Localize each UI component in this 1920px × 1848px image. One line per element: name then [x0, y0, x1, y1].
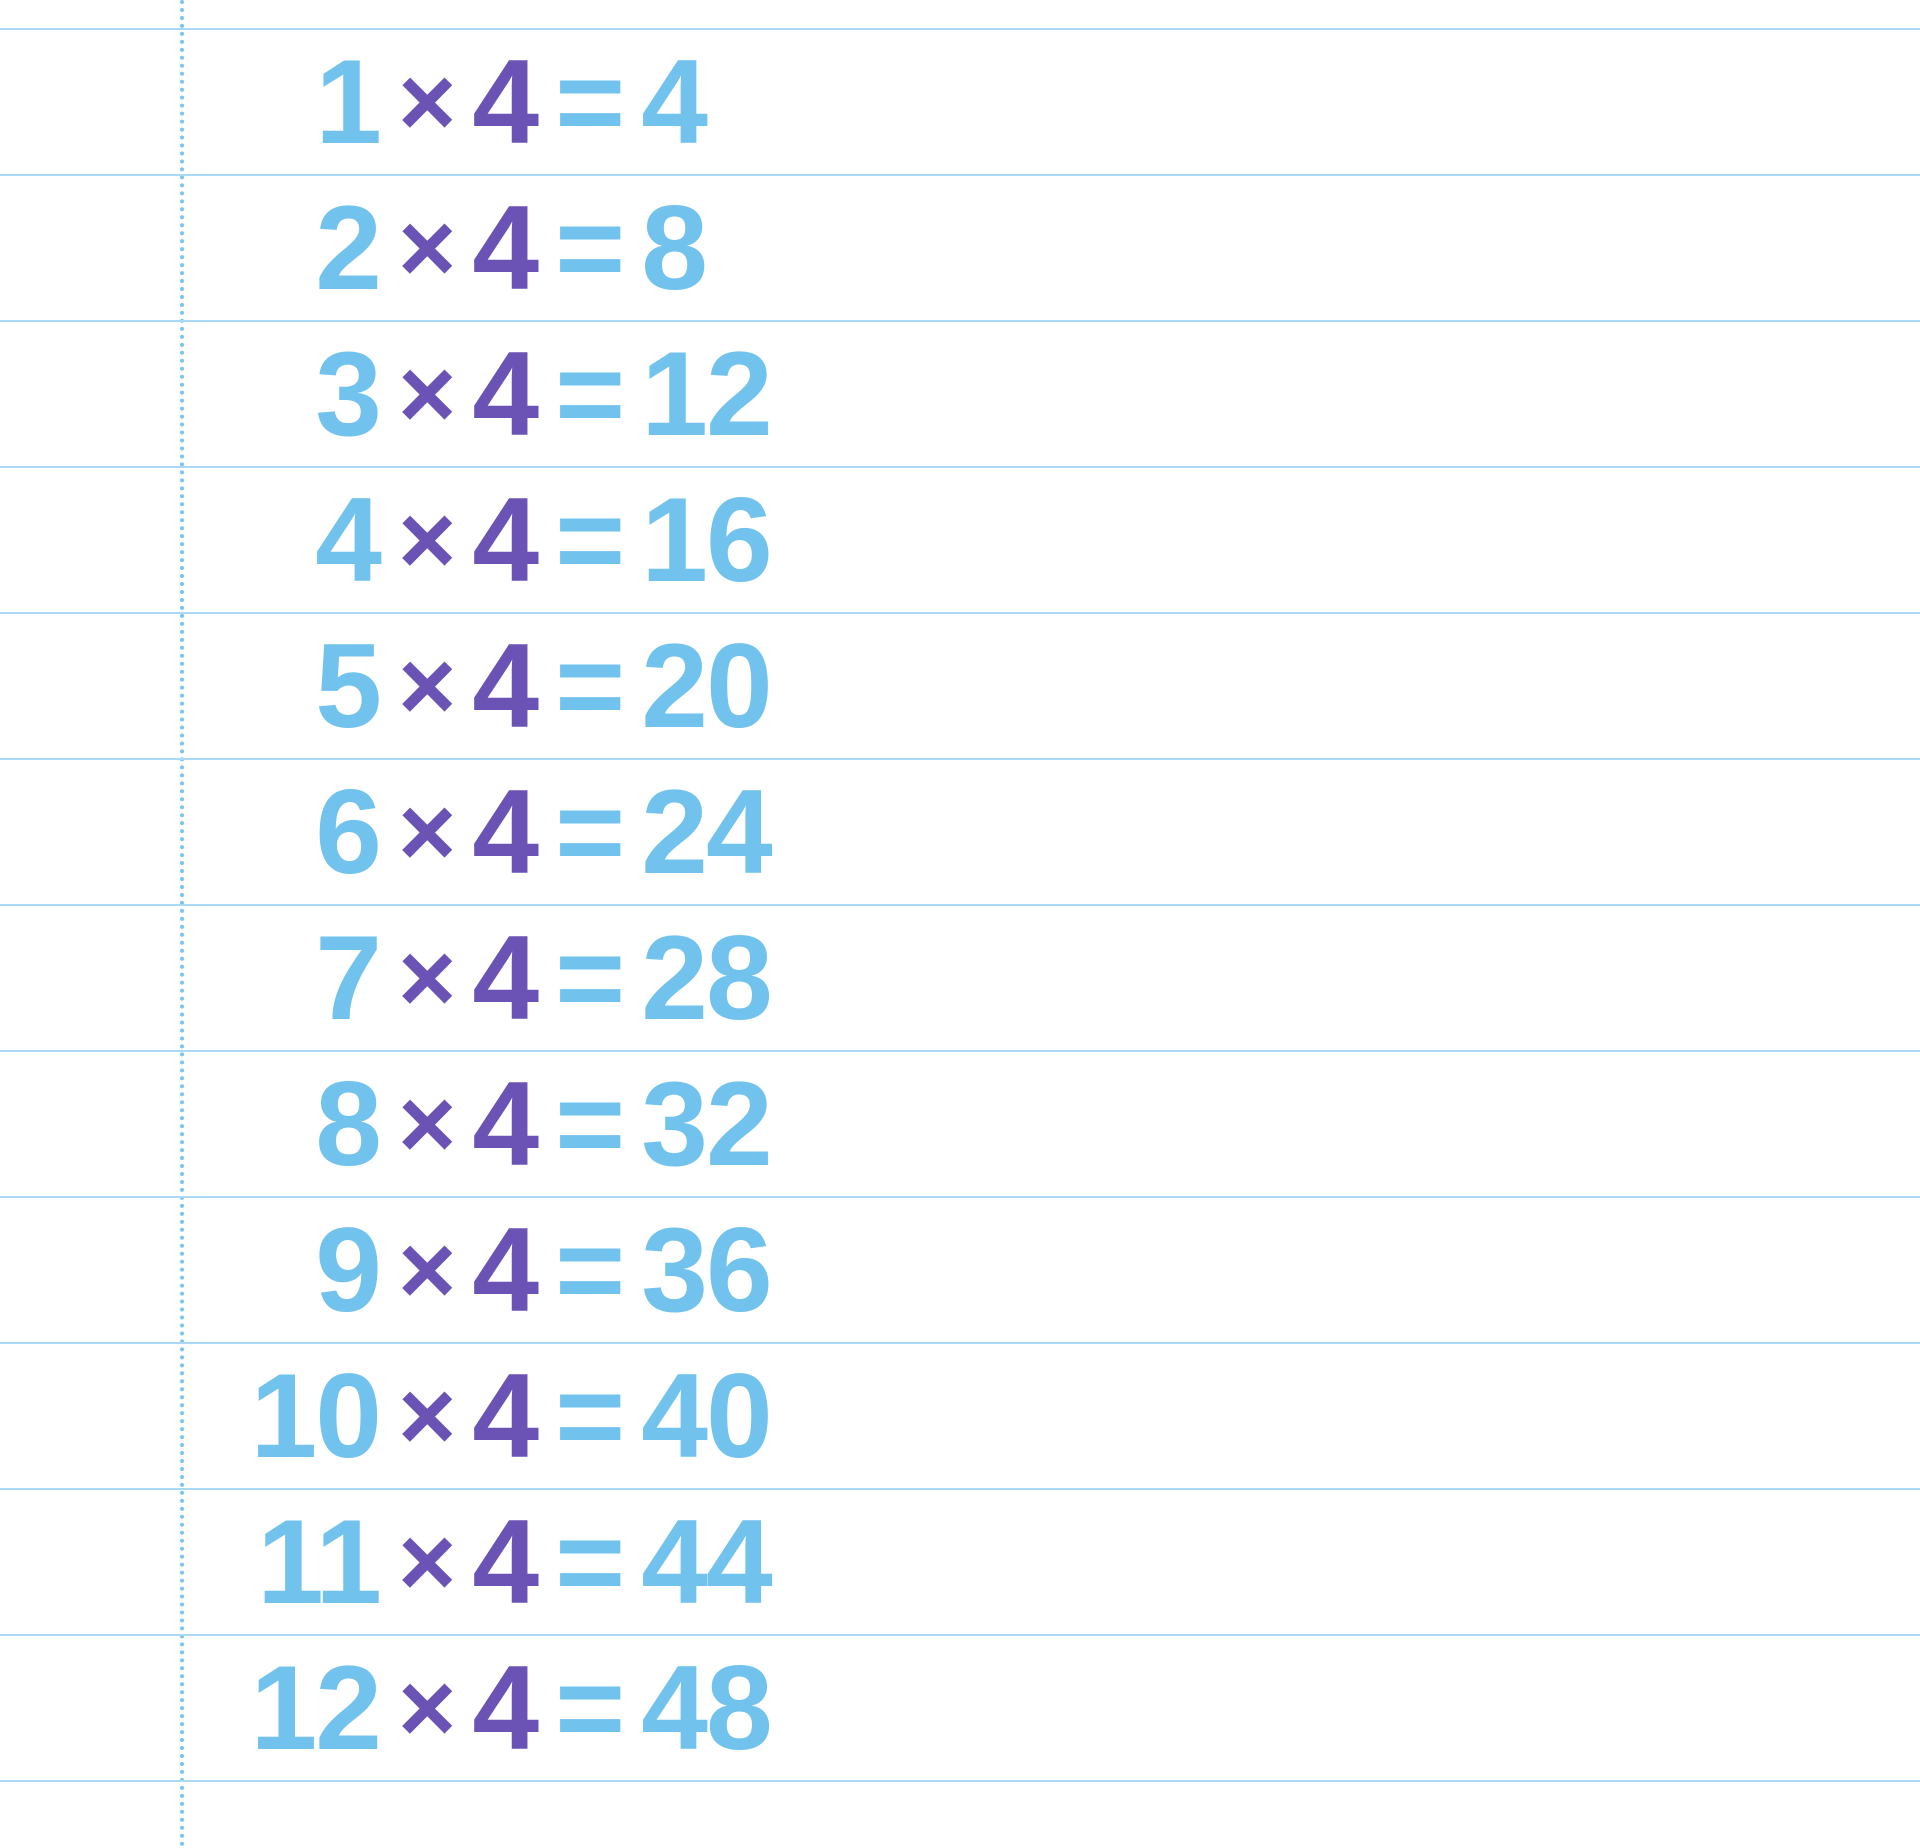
product: 36	[641, 1210, 770, 1330]
product: 40	[641, 1356, 770, 1476]
multiplier: 4	[472, 1356, 537, 1476]
table-row: 10×4=40	[0, 1342, 1920, 1490]
equals-symbol: =	[555, 1356, 623, 1476]
product: 32	[641, 1064, 770, 1184]
multiplicand: 6	[220, 772, 380, 892]
times-symbol: ×	[398, 928, 454, 1028]
multiplicand: 9	[220, 1210, 380, 1330]
equation: 6×4=24	[220, 772, 771, 892]
equals-symbol: =	[555, 626, 623, 746]
multiplicand: 7	[220, 918, 380, 1038]
times-symbol: ×	[398, 636, 454, 736]
equals-symbol: =	[555, 334, 623, 454]
table-row: 7×4=28	[0, 904, 1920, 1052]
equals-symbol: =	[555, 1502, 623, 1622]
table-row: 4×4=16	[0, 466, 1920, 614]
multiplier: 4	[472, 1210, 537, 1330]
equation: 5×4=20	[220, 626, 771, 746]
multiplier: 4	[472, 1064, 537, 1184]
multiplicand: 4	[220, 480, 380, 600]
multiplicand: 2	[220, 188, 380, 308]
times-symbol: ×	[398, 1074, 454, 1174]
product: 44	[641, 1502, 770, 1622]
equals-symbol: =	[555, 1064, 623, 1184]
multiplicand: 11	[220, 1502, 380, 1622]
equals-symbol: =	[555, 772, 623, 892]
multiplier: 4	[472, 334, 537, 454]
equation: 12×4=48	[220, 1648, 771, 1768]
equation: 11×4=44	[220, 1502, 771, 1622]
times-symbol: ×	[398, 1220, 454, 1320]
table-row: 8×4=32	[0, 1050, 1920, 1198]
equals-symbol: =	[555, 188, 623, 308]
equation: 9×4=36	[220, 1210, 771, 1330]
equals-symbol: =	[555, 480, 623, 600]
equals-symbol: =	[555, 42, 623, 162]
product: 48	[641, 1648, 770, 1768]
multiplicand: 1	[220, 42, 380, 162]
notebook-paper: 1×4=42×4=83×4=124×4=165×4=206×4=247×4=28…	[0, 0, 1920, 1848]
equation: 2×4=8	[220, 188, 706, 308]
product: 4	[641, 42, 706, 162]
equation: 7×4=28	[220, 918, 771, 1038]
table-row: 9×4=36	[0, 1196, 1920, 1344]
table-row: 5×4=20	[0, 612, 1920, 760]
multiplier: 4	[472, 42, 537, 162]
product: 12	[641, 334, 770, 454]
table-row: 1×4=4	[0, 28, 1920, 176]
equals-symbol: =	[555, 918, 623, 1038]
table-row: 3×4=12	[0, 320, 1920, 468]
product: 16	[641, 480, 770, 600]
times-symbol: ×	[398, 490, 454, 590]
equation: 10×4=40	[220, 1356, 771, 1476]
multiplier: 4	[472, 1648, 537, 1768]
times-symbol: ×	[398, 1366, 454, 1466]
multiplier: 4	[472, 918, 537, 1038]
multiplicand: 3	[220, 334, 380, 454]
table-row: 2×4=8	[0, 174, 1920, 322]
product: 24	[641, 772, 770, 892]
multiplier: 4	[472, 1502, 537, 1622]
equation: 1×4=4	[220, 42, 706, 162]
equation: 8×4=32	[220, 1064, 771, 1184]
times-symbol: ×	[398, 344, 454, 444]
times-symbol: ×	[398, 1512, 454, 1612]
equation: 4×4=16	[220, 480, 771, 600]
multiplicand: 10	[220, 1356, 380, 1476]
multiplier: 4	[472, 480, 537, 600]
equals-symbol: =	[555, 1210, 623, 1330]
product: 28	[641, 918, 770, 1038]
multiplier: 4	[472, 626, 537, 746]
multiplicand: 5	[220, 626, 380, 746]
times-symbol: ×	[398, 198, 454, 298]
multiplicand: 8	[220, 1064, 380, 1184]
equals-symbol: =	[555, 1648, 623, 1768]
table-row: 11×4=44	[0, 1488, 1920, 1636]
product: 8	[641, 188, 706, 308]
times-symbol: ×	[398, 782, 454, 882]
table-row: 12×4=48	[0, 1634, 1920, 1782]
times-symbol: ×	[398, 52, 454, 152]
multiplier: 4	[472, 188, 537, 308]
multiplicand: 12	[220, 1648, 380, 1768]
product: 20	[641, 626, 770, 746]
times-symbol: ×	[398, 1658, 454, 1758]
multiplier: 4	[472, 772, 537, 892]
table-row: 6×4=24	[0, 758, 1920, 906]
equation: 3×4=12	[220, 334, 771, 454]
multiplication-table: 1×4=42×4=83×4=124×4=165×4=206×4=247×4=28…	[0, 28, 1920, 1782]
